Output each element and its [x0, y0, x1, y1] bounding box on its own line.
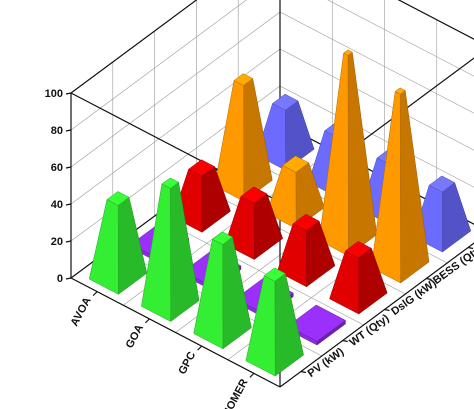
- box-edge: [70, 277, 281, 388]
- z-tick-mark: [65, 92, 72, 95]
- bar-top-face: [263, 267, 286, 282]
- z-gridline: [70, 0, 474, 131]
- series-tick-mark: [426, 277, 432, 281]
- bar-bess-goa: [266, 155, 325, 229]
- box-edge: [397, 0, 474, 40]
- series-tick-mark: [342, 339, 348, 343]
- bar-wt-homer: [287, 304, 346, 346]
- back-wall: [280, 0, 474, 225]
- bar-bess-avoa: [214, 73, 273, 202]
- box-edge: [70, 0, 198, 94]
- bar-pv-avoa: [88, 191, 148, 295]
- category-label: AVOA: [69, 295, 94, 328]
- series-label: WT (Qty): [347, 312, 391, 349]
- bar-top-face: [272, 93, 299, 111]
- z-tick-label: 100: [45, 88, 63, 100]
- z-tick-label: 20: [51, 236, 63, 248]
- bar-top-face: [161, 177, 180, 189]
- z-tick-label: 80: [51, 125, 63, 137]
- series-tick-mark: [300, 370, 307, 374]
- bar-top-face: [292, 213, 320, 231]
- bar-top-face: [344, 241, 372, 259]
- bar-dslg-homer: [329, 241, 388, 315]
- category-tick-mark: [249, 372, 255, 378]
- series-tick-mark: [467, 246, 474, 250]
- bar-top-face: [211, 231, 234, 245]
- bar-top-face: [188, 159, 216, 177]
- bar-top-face: [428, 175, 456, 193]
- bar-layer: [88, 49, 472, 377]
- z-tick-label: 0: [57, 273, 63, 285]
- bar-top-face: [343, 49, 353, 56]
- z-tick-mark: [65, 240, 72, 243]
- category-label-group: GOA: [124, 323, 146, 351]
- bar-dslg-gpc: [276, 213, 336, 288]
- series-label-group: DslG (kW): [389, 277, 439, 318]
- series-label-group: WT (Qty): [347, 312, 391, 349]
- category-label: GOA: [124, 323, 146, 351]
- bar-front-face: [329, 250, 360, 315]
- bar-top-face: [287, 304, 346, 342]
- z-tick-label: 40: [51, 199, 63, 211]
- bar-top-face: [233, 73, 254, 86]
- series-tick-mark: [384, 308, 390, 312]
- bar-pv-gpc: [193, 231, 252, 350]
- bar-top-face: [282, 155, 310, 173]
- z-tick-label: 60: [51, 162, 63, 174]
- category-tick-mark: [144, 318, 150, 324]
- bar-bess-homer: [371, 87, 430, 284]
- category-label-group: GPC: [176, 350, 198, 377]
- bar-top-face: [394, 87, 406, 95]
- bar-top-face: [106, 191, 130, 206]
- floor-gridline: [154, 215, 364, 326]
- category-label: GPC: [176, 350, 198, 377]
- z-tick-mark: [65, 129, 72, 132]
- bar-top-face: [240, 186, 268, 204]
- series-label: DslG (kW): [389, 277, 439, 318]
- z-tick-mark: [65, 203, 72, 206]
- z-tick-mark: [65, 277, 72, 280]
- z-tick-mark: [65, 166, 72, 169]
- bar-pv-homer: [245, 267, 304, 377]
- category-label-group: AVOA: [69, 295, 94, 328]
- category-label-group: HOMER: [221, 377, 251, 409]
- bar-pv-goa: [141, 177, 200, 322]
- bar-bess-gpc: [318, 49, 378, 257]
- category-tick-mark: [92, 291, 98, 297]
- category-tick-mark: [197, 345, 203, 351]
- category-label: HOMER: [221, 377, 251, 409]
